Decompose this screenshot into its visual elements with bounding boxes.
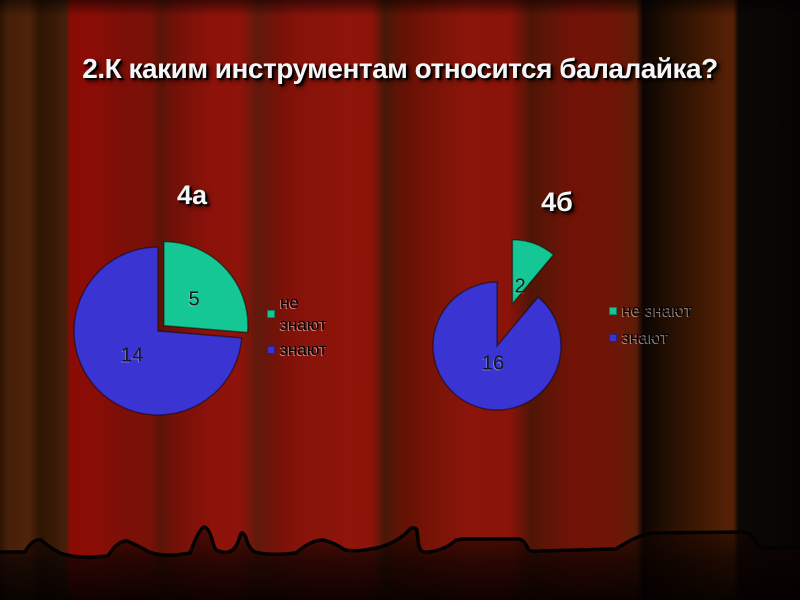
legend-4a: не знают знают (267, 292, 338, 361)
legend-swatch-znayut (267, 346, 275, 354)
legend-label-ne-znayut: не знают (280, 293, 327, 334)
legend-item: знают (609, 327, 692, 349)
pie-slice-знают (73, 246, 243, 416)
legend-label-znayut: знают (280, 340, 327, 359)
legend-4b: не знают знают (609, 300, 692, 349)
stage-floor-silhouette (0, 527, 800, 600)
pie-chart-4b (432, 238, 562, 411)
legend-swatch-ne-znayut (267, 310, 275, 318)
slide-title: 2.К каким инструментам относится балалай… (82, 53, 718, 84)
legend-item: знают (267, 339, 338, 361)
chart-title-4b: 4б (541, 187, 573, 217)
legend-item: не знают (267, 292, 338, 336)
data-label-4a-ne-znayut: 5 (188, 288, 200, 311)
legend-label-znayut: знают (622, 328, 669, 347)
data-label-4b-znayut: 16 (481, 352, 505, 375)
legend-label-ne-znayut: не знают (622, 301, 693, 320)
pie-slice-не-знают (163, 240, 249, 334)
pie-slice-не-знают (511, 238, 555, 306)
legend-swatch-znayut (609, 334, 617, 342)
legend-swatch-ne-znayut (609, 307, 617, 315)
pie-chart-4a (73, 240, 249, 416)
data-label-4b-ne-znayut: 2 (514, 275, 526, 298)
legend-item: не знают (609, 300, 692, 322)
stage-floor-edge (0, 525, 800, 559)
chart-title-4a: 4а (176, 180, 208, 210)
data-label-4a-znayut: 14 (120, 344, 144, 367)
pie-slice-знают (432, 281, 562, 411)
